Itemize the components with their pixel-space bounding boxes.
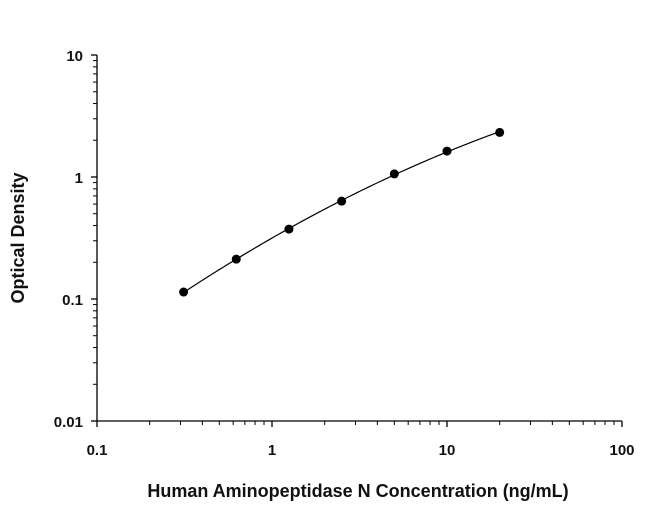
- fit-curve: [183, 131, 500, 293]
- data-point: [231, 254, 241, 264]
- y-axis-minor-ticks: [93, 60, 97, 385]
- x-tick-label: 10: [439, 442, 456, 459]
- data-points: [179, 127, 505, 297]
- x-tick-label: 1: [268, 442, 276, 459]
- data-point: [179, 287, 189, 297]
- x-axis-title: Human Aminopeptidase N Concentration (ng…: [147, 481, 568, 501]
- y-axis-title: Optical Density: [8, 172, 28, 303]
- data-point: [442, 146, 452, 156]
- y-tick-label: 0.01: [54, 414, 83, 431]
- x-axis-minor-ticks: [149, 421, 615, 425]
- x-tick-label: 0.1: [87, 442, 108, 459]
- data-point: [495, 127, 505, 137]
- y-tick-label: 0.1: [62, 292, 83, 309]
- data-point: [337, 196, 347, 206]
- data-point: [389, 169, 399, 179]
- data-point: [284, 224, 294, 234]
- y-tick-label: 10: [66, 48, 83, 65]
- y-tick-label: 1: [75, 170, 83, 187]
- x-tick-label: 100: [609, 442, 634, 459]
